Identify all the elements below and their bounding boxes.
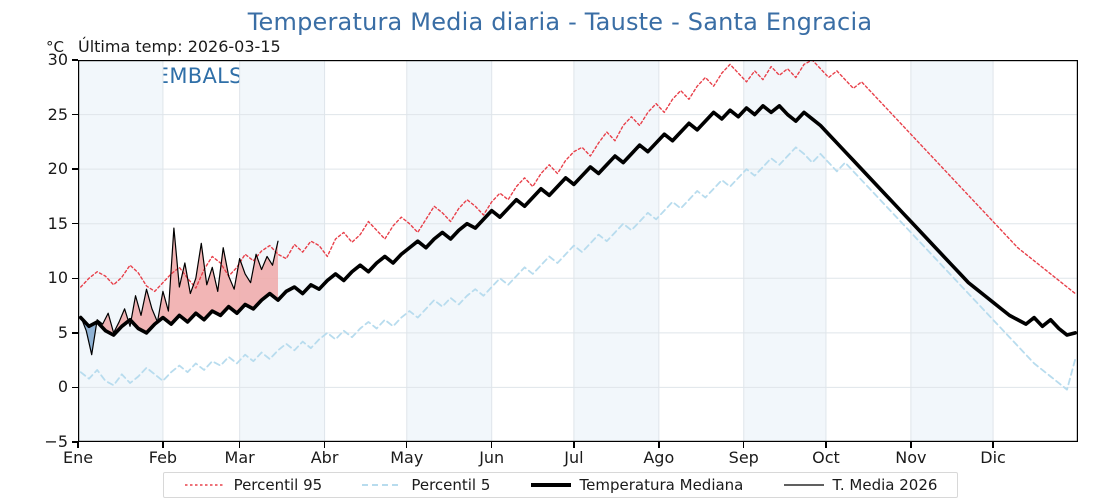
x-tick-mark: [490, 442, 493, 448]
x-tick-label: Ago: [643, 448, 675, 467]
legend-label-temperatura-mediana: Temperatura Mediana: [579, 476, 744, 494]
x-tick-label: Jun: [479, 448, 505, 467]
x-tick-label: Sep: [728, 448, 759, 467]
x-tick-mark: [406, 442, 408, 448]
x-tick-mark: [658, 442, 660, 448]
legend-label-percentil-5: Percentil 5: [411, 476, 491, 494]
legend-swatch-percentil-95: [184, 484, 225, 486]
data-series: [78, 60, 1078, 391]
x-tick-mark: [323, 442, 326, 448]
y-axis-unit-label: °C: [46, 38, 64, 56]
last-temperature-label: Última temp: 2026-03-15: [78, 37, 281, 56]
plot-area: [78, 60, 1078, 442]
legend-item-temperatura-mediana: Temperatura Mediana: [526, 476, 748, 494]
y-tick-label: −5: [44, 432, 68, 451]
legend-item-percentil-95: Percentil 95: [180, 476, 327, 494]
x-tick-mark: [743, 442, 745, 448]
y-tick-mark: [72, 386, 78, 389]
x-tick-mark: [573, 442, 575, 448]
plot-border: [78, 60, 1078, 442]
x-tick-label: Oct: [812, 448, 840, 467]
month-bands: [78, 60, 994, 442]
y-tick-mark: [72, 113, 78, 116]
legend-swatch-temperatura-mediana: [530, 483, 571, 487]
x-tick-mark: [825, 442, 827, 448]
gridlines: [78, 60, 1078, 442]
x-tick-label: Nov: [895, 448, 927, 467]
x-tick-mark: [77, 442, 79, 448]
y-tick-mark: [72, 223, 78, 225]
legend-label-percentil-95: Percentil 95: [233, 476, 323, 494]
x-tick-label: May: [390, 448, 424, 467]
legend-item-percentil-5: Percentil 5: [357, 476, 494, 494]
x-tick-label: Feb: [148, 448, 178, 467]
legend-swatch-t-media-2026: [783, 484, 824, 486]
y-tick-label: 5: [57, 322, 68, 342]
y-tick-label: 10: [47, 268, 68, 288]
x-tick-label: Mar: [224, 448, 255, 467]
y-tick-mark: [72, 277, 78, 279]
chart-legend: Percentil 95 Percentil 5 Temperatura Med…: [163, 472, 958, 498]
x-tick-label: Dic: [980, 448, 1006, 467]
y-tick-label: 15: [47, 213, 68, 233]
y-tick-label: 30: [47, 50, 68, 69]
y-tick-label: 20: [47, 159, 68, 179]
y-tick-mark: [72, 59, 78, 61]
y-tick-mark: [72, 441, 78, 443]
x-tick-label: Jul: [564, 448, 584, 467]
y-tick-label: 0: [57, 377, 68, 397]
legend-swatch-percentil-5: [362, 484, 403, 486]
y-tick-mark: [72, 168, 78, 170]
y-tick-mark: [72, 332, 78, 334]
x-tick-mark: [162, 442, 164, 448]
page-title: Temperatura Media diaria - Tauste - Sant…: [247, 8, 873, 36]
legend-item-t-media-2026: T. Media 2026: [779, 476, 942, 494]
y-tick-label: 25: [47, 104, 68, 124]
x-tick-label: Ene: [62, 448, 94, 467]
x-tick-mark: [910, 442, 912, 448]
legend-label-t-media-2026: T. Media 2026: [832, 476, 938, 494]
x-tick-mark: [992, 442, 994, 448]
plot-svg: [78, 60, 1078, 442]
x-tick-label: Abr: [310, 448, 339, 467]
x-tick-mark: [238, 442, 241, 448]
